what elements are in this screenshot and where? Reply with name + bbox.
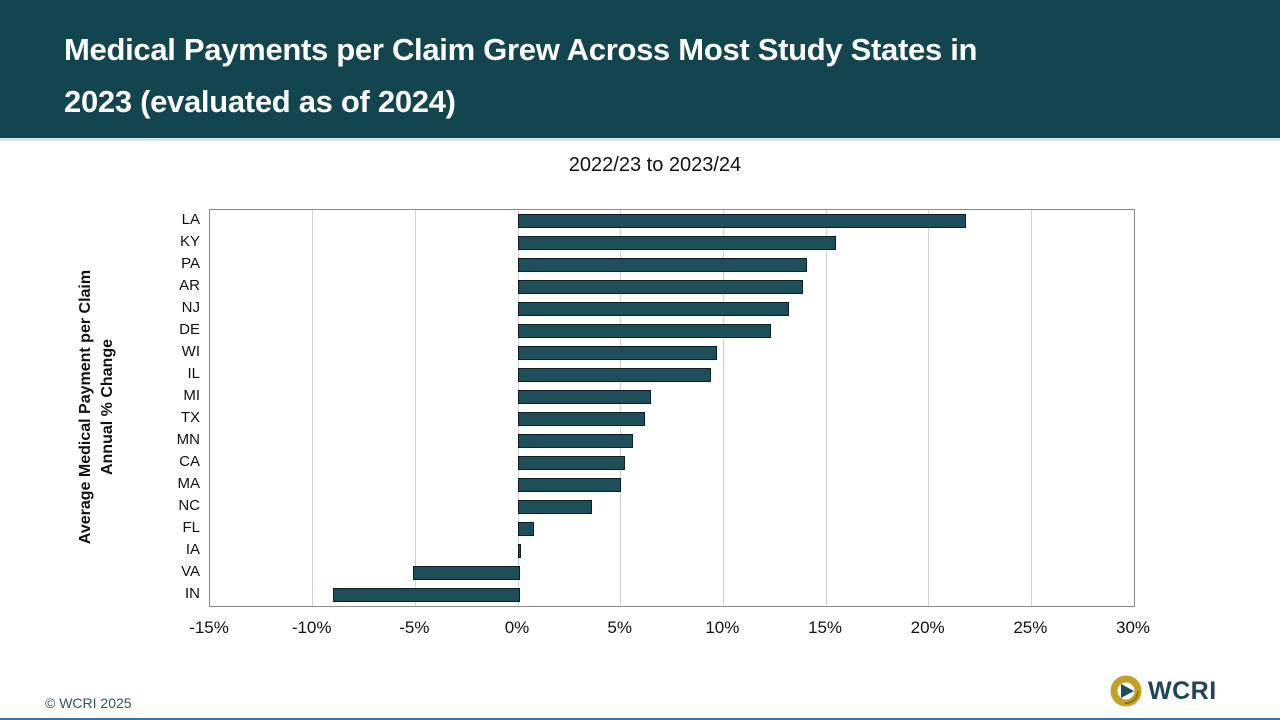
y-category-label-nj: NJ [181, 299, 200, 316]
page-title-line1: Medical Payments per Claim Grew Across M… [64, 32, 978, 67]
x-tick-label: 20% [910, 618, 945, 637]
y-category-label-ma: MA [177, 475, 201, 492]
bar-ca [518, 456, 625, 470]
bar-ar [518, 280, 804, 294]
y-category-label-la: LA [181, 211, 200, 228]
y-category-label-nc: NC [178, 497, 200, 514]
chart-subtitle: 2022/23 to 2023/24 [568, 154, 742, 176]
bar-nc [518, 500, 592, 514]
x-tick-label: -15% [189, 618, 229, 637]
header-banner: Medical Payments per Claim Grew Across M… [0, 0, 1280, 138]
copyright-text: © WCRI 2025 [45, 695, 132, 711]
bar-mn [518, 434, 633, 448]
x-tick-label: 30% [1115, 618, 1151, 637]
bar-pa [518, 258, 808, 272]
gridline [722, 210, 724, 606]
y-category-label-de: DE [179, 321, 200, 338]
gridline [1030, 210, 1032, 606]
gridline [414, 210, 416, 606]
bar-nj [518, 302, 789, 316]
x-tick-label: 5% [607, 618, 632, 637]
gridline [825, 210, 827, 606]
y-category-label-in: IN [185, 585, 200, 602]
bottom-accent-line [0, 718, 1280, 720]
bar-va [413, 566, 520, 580]
x-tick-label: -10% [291, 618, 332, 637]
bar-de [518, 324, 771, 338]
x-tick-label: 15% [807, 618, 843, 637]
bar-ia [518, 544, 521, 558]
y-category-label-va: VA [181, 563, 200, 580]
gridline [620, 210, 622, 606]
wcri-logo-text: WCRI [1148, 676, 1217, 705]
bar-in [333, 588, 520, 602]
y-category-label-pa: PA [181, 255, 200, 272]
y-category-label-mn: MN [176, 431, 200, 448]
y-category-label-ar: AR [179, 277, 200, 294]
bar-tx [518, 412, 646, 426]
plot-area [209, 209, 1135, 607]
y-category-label-wi: WI [181, 343, 200, 360]
y-category-label-ca: CA [179, 453, 200, 470]
x-tick-label: 0% [504, 618, 530, 637]
bar-la [518, 214, 966, 228]
gridline [928, 210, 930, 606]
y-category-label-fl: FL [182, 519, 200, 536]
y-category-label-il: IL [187, 365, 200, 382]
x-tick-label: 25% [1013, 618, 1048, 637]
bar-ky [518, 236, 837, 250]
bar-mi [518, 390, 652, 404]
y-category-label-tx: TX [180, 409, 200, 426]
header-divider [0, 138, 1280, 141]
y-category-label-mi: MI [183, 387, 200, 404]
bar-il [518, 368, 711, 382]
page-title: Medical Payments per Claim Grew Across M… [64, 24, 1234, 128]
bar-ma [518, 478, 621, 492]
wcri-logo: WCRI [1110, 674, 1217, 708]
y-category-label-ia: IA [185, 541, 200, 558]
gridline [312, 210, 314, 606]
bar-wi [518, 346, 718, 360]
y-category-label-ky: KY [179, 233, 200, 250]
x-tick-label: -5% [399, 618, 430, 637]
gridline [517, 210, 519, 606]
wcri-logo-icon [1110, 675, 1142, 707]
x-tick-label: 10% [705, 618, 740, 637]
bar-fl [518, 522, 535, 536]
page-title-line2: 2023 (evaluated as of 2024) [64, 84, 456, 119]
